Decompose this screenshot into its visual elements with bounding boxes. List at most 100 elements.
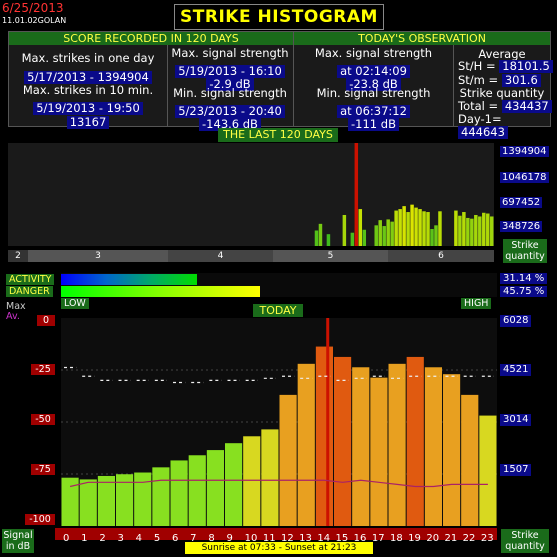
hour-bar — [206, 450, 224, 526]
stats-panel: SCORE RECORDED IN 120 DAYS TODAY'S OBSER… — [8, 31, 554, 139]
hour-label: 12 — [281, 533, 294, 543]
hour-bar — [479, 415, 497, 526]
day-bar — [394, 210, 398, 246]
today-max-signal-time: at 02:14:09 — [337, 65, 410, 78]
day-bar — [378, 220, 382, 246]
hour-label: 11 — [263, 533, 276, 543]
max-ten-min-label: Max. strikes in 10 min. — [22, 83, 154, 97]
hour-bar — [170, 460, 188, 526]
strike-axis-title: Strike quantity — [501, 529, 549, 553]
max-signal-date: 5/19/2013 - 16:10 — [175, 65, 285, 78]
max-legend: Max — [6, 301, 26, 312]
today-title: TODAY — [253, 304, 303, 317]
hour-labels: 0 1 2 3 4 5 6 7 8 9 10 11 12 13 14 15 16 17 18 19 20 21 22 23 — [63, 533, 494, 544]
strike-quantity-label: Strike quantity — [459, 86, 545, 100]
hour-bar — [461, 394, 479, 526]
hour-label: 21 — [445, 533, 458, 543]
hour-axis: 0 1 2 3 4 5 6 7 8 9 10 11 12 13 14 15 16 17 18 19 20 21 22 23 — [55, 528, 497, 544]
sth-row: St/H = 18101.5 — [454, 60, 554, 73]
day-bar — [434, 225, 438, 246]
hour-bar — [279, 394, 297, 526]
hour-bar — [315, 346, 333, 526]
total-label: Total = — [458, 99, 499, 113]
today-min-signal-value: -111 dB — [348, 118, 399, 131]
month-label: 4 — [168, 250, 273, 262]
day-bar — [402, 206, 406, 246]
day-bar — [438, 211, 442, 246]
day-bar — [410, 204, 414, 246]
station-name: GOLAN — [37, 16, 67, 25]
day-bar — [398, 209, 402, 246]
day-bar — [354, 143, 359, 246]
hour-bar — [297, 363, 315, 526]
y-tick-label: 697452 — [500, 197, 543, 208]
today-section-title: TODAY'S OBSERVATION — [294, 32, 550, 45]
db-tick-label: -100 — [25, 514, 55, 525]
hour-bar — [406, 356, 424, 526]
max-ten-min-date: 5/19/2013 - 19:50 — [33, 102, 143, 115]
sth-value: 18101.5 — [499, 60, 553, 73]
day-bar — [350, 232, 355, 246]
max-one-day-value: 5/17/2013 - 1394904 — [24, 71, 152, 84]
day-bar — [362, 229, 367, 246]
stm-row: St/m = 301.6 — [454, 74, 554, 87]
hour-bar — [134, 472, 152, 526]
today-min-signal-label: Min. signal strength — [316, 86, 431, 100]
dayminus1-value: 444643 — [458, 126, 508, 139]
month-label: 3 — [28, 250, 168, 262]
signal-axis-title: Signal in dB — [2, 529, 34, 553]
hour-bar — [61, 477, 79, 526]
hour-label: 8 — [208, 533, 214, 543]
month-timeline: 2 3 4 5 6 — [8, 250, 494, 262]
min-signal-date: 5/23/2013 - 20:40 — [175, 105, 285, 118]
score-section-title: SCORE RECORDED IN 120 DAYS — [9, 32, 293, 45]
hour-bar — [261, 429, 279, 526]
hour-label: 17 — [372, 533, 385, 543]
day-bar — [422, 211, 426, 246]
hour-bar — [352, 367, 370, 526]
y-tick-label: 348726 — [500, 221, 543, 232]
y-tick-label: 1394904 — [500, 146, 549, 157]
day-bar — [462, 212, 466, 246]
hour-label: 0 — [63, 533, 69, 543]
current-date: 6/25/2013 — [2, 1, 64, 15]
today-max-signal-label: Max. signal strength — [314, 46, 433, 60]
day-bar — [466, 217, 470, 246]
hour-label: 18 — [390, 533, 403, 543]
day-bar — [318, 223, 323, 246]
activity-bar — [61, 274, 197, 285]
db-tick-label: 0 — [37, 315, 55, 326]
db-tick-label: -50 — [31, 414, 55, 425]
day-bar — [390, 221, 394, 246]
strike-tick-label: 3014 — [500, 414, 532, 426]
day-bar — [490, 216, 494, 246]
hour-label: 23 — [481, 533, 494, 543]
hour-label: 5 — [154, 533, 160, 543]
day-bar — [342, 214, 347, 246]
hour-label: 20 — [426, 533, 439, 543]
hour-label: 14 — [317, 533, 330, 543]
today-chart — [61, 318, 497, 526]
hour-bar — [443, 374, 461, 526]
day-bar — [386, 219, 390, 246]
hour-label: 16 — [354, 533, 367, 543]
min-signal-label: Min. signal strength — [173, 86, 287, 100]
hour-label: 13 — [299, 533, 312, 543]
hour-bar — [152, 467, 170, 526]
hour-bar — [225, 443, 243, 526]
day-bar — [454, 210, 458, 246]
last120-title: THE LAST 120 DAYS — [218, 128, 338, 142]
day-bar — [414, 207, 418, 246]
danger-bar — [61, 286, 261, 297]
average-label: Average — [478, 47, 526, 61]
today-max-signal-value: -23.8 dB — [346, 78, 401, 91]
max-signal-label: Max. signal strength — [171, 46, 289, 60]
max-ten-min-value: 13167 — [66, 116, 110, 129]
hour-bar — [79, 479, 97, 526]
stm-label: St/m = — [458, 73, 499, 87]
last120-chart — [314, 143, 494, 246]
hour-bar — [334, 356, 352, 526]
low-label: LOW — [61, 298, 89, 309]
hour-bar — [424, 367, 442, 526]
activity-label: ACTIVITY — [6, 274, 55, 285]
